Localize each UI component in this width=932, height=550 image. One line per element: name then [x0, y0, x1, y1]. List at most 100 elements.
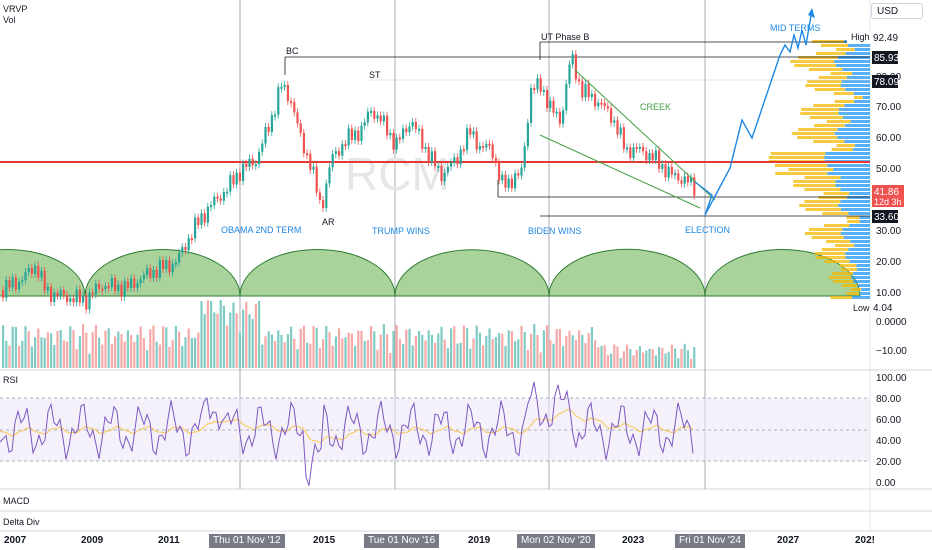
volume-bar — [117, 331, 120, 368]
candle-body — [395, 137, 398, 150]
profile-bar-up — [843, 236, 870, 239]
volume-bar — [107, 328, 110, 368]
volume-bar — [434, 342, 437, 368]
candle-body — [510, 178, 513, 189]
candle-body — [274, 114, 277, 117]
candle-body — [402, 128, 405, 139]
volume-bar — [120, 334, 123, 368]
candle-body — [82, 295, 85, 303]
candle-body — [18, 281, 21, 290]
volume-bar — [334, 336, 337, 368]
profile-bar-down — [805, 208, 841, 211]
volume-bar — [2, 325, 5, 368]
volume-bar — [667, 351, 670, 368]
volume-bar — [133, 341, 136, 368]
volume-bar — [686, 350, 689, 368]
profile-bar-down — [804, 176, 841, 179]
volume-bar — [46, 332, 49, 368]
candle-body — [69, 298, 72, 302]
volume-bar — [626, 344, 629, 368]
volume-bar — [18, 345, 21, 368]
candle-body — [91, 292, 94, 295]
profile-bar-up — [850, 240, 870, 243]
volume-axis-ticks: 0.0000 −10.00 — [876, 317, 907, 357]
cycle-arc — [239, 249, 396, 297]
volume-bar — [40, 337, 43, 368]
candle-body — [616, 120, 619, 135]
macd-pane-title[interactable]: MACD — [3, 496, 30, 506]
rsi-pane-title[interactable]: RSI — [3, 375, 19, 385]
bc-annotation: BC — [286, 46, 299, 56]
profile-bar-up — [837, 56, 870, 59]
candle-body — [434, 151, 437, 167]
volume-bar — [443, 339, 446, 368]
volume-bar — [213, 312, 216, 368]
candle-body — [197, 217, 200, 226]
volume-bar — [552, 343, 555, 368]
volume-bar — [613, 344, 616, 368]
candle-body — [603, 102, 606, 107]
candle-body — [238, 172, 241, 182]
candle-body — [373, 110, 376, 119]
profile-bar-up — [852, 272, 870, 275]
volume-bar — [645, 350, 648, 368]
currency-button[interactable]: USD — [871, 3, 923, 19]
volume-bar — [379, 334, 382, 368]
election-date-badge: Mon 02 Nov '20 — [517, 534, 595, 548]
volume-bar — [395, 325, 398, 368]
profile-bar-down — [828, 276, 852, 279]
candle-body — [619, 127, 622, 135]
volume-bar — [597, 347, 600, 368]
vol-indicator-label[interactable]: Vol — [3, 15, 16, 25]
candle-body — [398, 137, 401, 140]
low-value: 4.04 — [873, 303, 893, 314]
profile-bar-down — [823, 224, 850, 227]
candle-body — [360, 125, 363, 141]
candle-body — [213, 196, 216, 206]
year-label: 2007 — [4, 535, 27, 546]
volume-bar — [565, 336, 568, 368]
profile-bar-down — [768, 156, 825, 159]
candle-body — [539, 78, 542, 92]
price-candles — [2, 50, 696, 314]
delta-div-pane-title[interactable]: Delta Div — [3, 517, 40, 527]
last-price-badge — [872, 185, 904, 207]
candle-body — [194, 217, 197, 239]
volume-bar — [680, 348, 683, 368]
volume-bar — [504, 345, 507, 368]
volume-bar — [322, 339, 325, 368]
candle-body — [94, 283, 97, 295]
candle-body — [162, 260, 165, 270]
profile-bar-down — [853, 96, 863, 99]
candle-body — [622, 127, 625, 149]
candle-body — [302, 132, 305, 154]
profile-bar-down — [835, 244, 855, 247]
profile-bar-down — [818, 76, 847, 79]
candle-body — [597, 102, 600, 107]
profile-bar-up — [840, 232, 870, 235]
candle-body — [104, 286, 107, 290]
profile-bar-up — [838, 112, 870, 115]
candle-body — [571, 54, 574, 65]
profile-bar-down — [821, 248, 849, 251]
candle-body — [142, 274, 145, 280]
volume-bar — [693, 346, 696, 368]
profile-bar-down — [804, 200, 841, 203]
profile-bar-up — [825, 152, 870, 155]
volume-bar — [248, 314, 251, 368]
profile-bar-down — [807, 80, 842, 83]
volume-bar — [530, 333, 533, 368]
volume-bar — [229, 312, 232, 368]
candle-body — [66, 294, 69, 302]
volume-bar — [264, 336, 267, 368]
vrvp-indicator-label[interactable]: VRVP — [3, 4, 28, 14]
volume-bar — [350, 333, 353, 368]
profile-bar-down — [841, 268, 857, 271]
volume-bar — [136, 334, 139, 368]
candle-body — [645, 151, 648, 161]
candle-body — [357, 130, 360, 141]
candle-body — [386, 115, 389, 136]
candle-body — [296, 112, 299, 124]
candle-body — [110, 277, 113, 287]
